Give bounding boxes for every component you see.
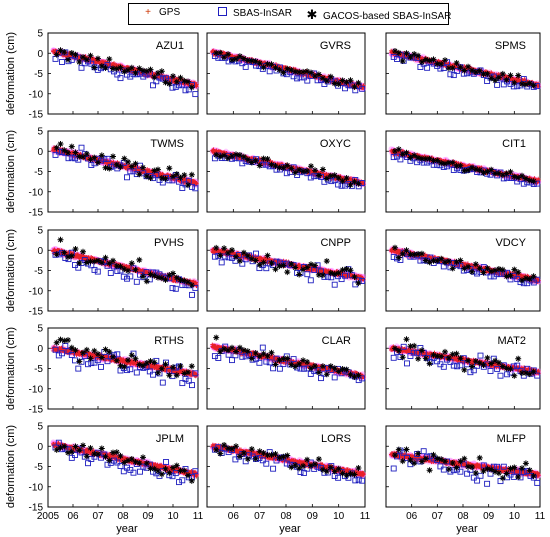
y-tick-label: 0 — [37, 147, 43, 158]
sbas-point — [484, 78, 491, 84]
sbas-point — [52, 55, 59, 62]
y-tick-label: -15 — [29, 110, 44, 121]
y-tick-label: -5 — [34, 167, 43, 178]
y-tick-label: -5 — [34, 69, 43, 80]
y-tick-label: -10 — [29, 89, 44, 100]
gacos-point — [95, 55, 101, 62]
plus-marker-icon: + — [145, 7, 151, 18]
legend-label: GACOS-based SBAS-InSAR — [323, 11, 452, 22]
station-label: OXYC — [320, 138, 351, 150]
y-tick-label: -15 — [29, 208, 44, 219]
gacos-point — [530, 82, 537, 89]
sbas-point — [117, 75, 124, 82]
legend-label: GPS — [159, 7, 181, 18]
y-tick-label: 5 — [37, 127, 43, 138]
gacos-point — [166, 165, 173, 172]
legend: + GPS SBAS-InSAR ✱ GACOS-based SBAS-InSAR — [128, 3, 452, 25]
legend-item-gps: + GPS — [141, 7, 180, 18]
sbas-point — [114, 71, 121, 78]
gacos-point — [188, 171, 195, 178]
gacos-point — [355, 79, 362, 86]
legend-item-sbas: SBAS-InSAR — [215, 7, 292, 19]
gacos-point — [72, 51, 79, 58]
gacos-point — [492, 77, 499, 84]
y-tick-label: 5 — [37, 29, 43, 40]
gacos-point — [98, 152, 105, 159]
gacos-point — [80, 54, 86, 61]
gacos-point — [110, 153, 116, 160]
gacos-point — [87, 52, 94, 59]
sbas-point — [417, 64, 424, 70]
gacos-point — [399, 58, 406, 64]
sbas-point — [78, 144, 85, 151]
asterisk-marker-icon: ✱ — [306, 7, 318, 22]
gacos-point — [449, 65, 456, 71]
y-tick-label: -10 — [29, 187, 44, 198]
gacos-point — [515, 72, 522, 79]
gacos-point — [65, 56, 71, 63]
gacos-point — [57, 141, 64, 147]
sbas-point — [179, 185, 186, 191]
gacos-point — [61, 49, 68, 56]
legend-label: SBAS-InSAR — [233, 8, 292, 19]
sbas-point — [242, 63, 249, 70]
y-tick-label: 0 — [37, 49, 43, 60]
sbas-point — [124, 174, 130, 181]
sbas-point — [500, 81, 507, 88]
gacos-point — [507, 72, 514, 79]
gacos-point — [415, 52, 422, 59]
gacos-point — [106, 56, 113, 63]
station-label: SPMS — [495, 40, 526, 52]
station-label: GVRS — [320, 40, 351, 52]
gacos-point — [102, 64, 109, 71]
gacos-point — [407, 54, 414, 60]
station-label: TWMS — [150, 138, 184, 150]
legend-item-gacos: ✱ GACOS-based SBAS-InSAR — [305, 7, 452, 23]
sbas-point — [59, 59, 65, 65]
square-marker-icon — [215, 7, 229, 19]
gacos-point — [442, 57, 448, 64]
sbas-point — [192, 91, 199, 98]
station-label: AZU1 — [156, 40, 184, 52]
